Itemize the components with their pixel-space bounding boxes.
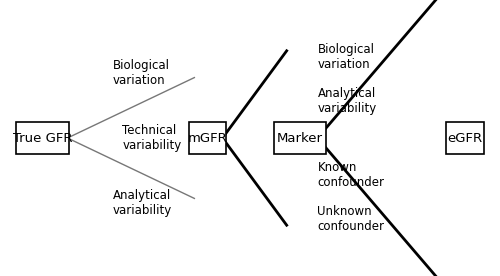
Text: Technical
variability: Technical variability xyxy=(122,124,182,152)
FancyBboxPatch shape xyxy=(274,122,326,154)
Text: Unknown
confounder: Unknown confounder xyxy=(318,205,384,233)
Text: True GFR: True GFR xyxy=(13,131,72,145)
Text: Analytical
variability: Analytical variability xyxy=(112,189,172,217)
Text: Analytical
variability: Analytical variability xyxy=(318,87,377,115)
Text: eGFR: eGFR xyxy=(448,131,482,145)
Text: Biological
variation: Biological variation xyxy=(318,43,374,71)
Text: Known
confounder: Known confounder xyxy=(318,161,384,189)
FancyBboxPatch shape xyxy=(16,122,69,154)
FancyBboxPatch shape xyxy=(189,122,226,154)
Text: Marker: Marker xyxy=(277,131,323,145)
FancyBboxPatch shape xyxy=(446,122,484,154)
Text: mGFR: mGFR xyxy=(188,131,228,145)
Text: Biological
variation: Biological variation xyxy=(112,59,170,87)
